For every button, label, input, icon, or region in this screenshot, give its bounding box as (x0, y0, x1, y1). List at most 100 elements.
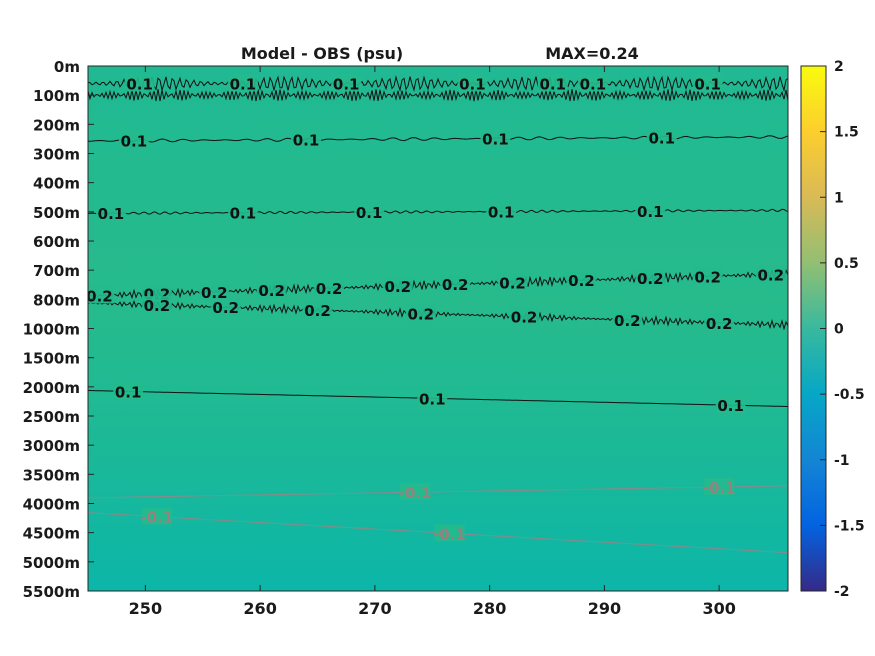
contour-line (88, 208, 788, 215)
contour-label: 0.1 (126, 76, 153, 94)
contour-label-bg (382, 277, 413, 295)
contour-label-bg (417, 389, 448, 407)
colorbar-tick-label: 1.5 (834, 125, 859, 141)
contour-label: 0.2 (637, 270, 664, 288)
contour-label-bg (434, 524, 465, 542)
contour-label-bg (124, 74, 155, 92)
contour-label-bg (704, 478, 735, 496)
contour-label: 0.2 (385, 278, 412, 296)
colorbar-tick-label: -0.5 (834, 387, 865, 403)
y-tick-label: 1000m (23, 321, 80, 339)
contour-label: 0.2 (304, 302, 331, 320)
contour-label: -0.1 (703, 479, 736, 497)
contour-label-bg (692, 74, 723, 92)
y-tick-label: 4500m (23, 525, 80, 543)
x-tick-label: 290 (588, 599, 621, 618)
contour-label: 0.1 (230, 205, 257, 223)
contour-label: 0.2 (706, 315, 733, 333)
contour-line (88, 75, 788, 93)
contour-label-bg (704, 313, 735, 331)
contour-label-bg (256, 280, 287, 298)
y-tick-label: 300m (33, 146, 80, 164)
contour-label: 0.2 (694, 268, 721, 286)
contour-label-bg (457, 74, 488, 92)
contour-label: 0.1 (121, 133, 148, 151)
contour-label: 0.1 (580, 76, 607, 94)
y-tick-label: 2000m (23, 379, 80, 397)
contour-label: 0.1 (115, 383, 142, 401)
colorbar-tick-label: -1 (834, 453, 850, 469)
contour-label: 0.2 (614, 312, 641, 330)
x-axis: 250 260 270 280 290 300 (129, 66, 736, 618)
contour-label: 0.2 (258, 282, 285, 300)
colorbar-tick-label: 0.5 (834, 256, 859, 272)
contour-label: 0.1 (482, 131, 509, 149)
contour-label-bg (692, 267, 723, 285)
contour-label-bg (291, 130, 322, 148)
contour-labels: 0.1 0.1 0.1 0.1 0.1 0.1 0.1 0.1 0.1 0.1 0.1 0.1 0.1 0… (88, 74, 786, 543)
contour-label: 0.1 (637, 203, 664, 221)
y-tick-label: 4000m (23, 496, 80, 514)
colorbar-tick-label: -2 (834, 584, 850, 600)
chart-title: Model - OBS (psu) (241, 44, 403, 63)
contour-label: 0.2 (511, 309, 538, 327)
colorbar-tick-label: -1.5 (834, 518, 865, 534)
contour-label: 0.1 (539, 76, 566, 94)
y-tick-label: 2500m (23, 408, 80, 426)
contour-label-bg (302, 301, 333, 319)
contour-label: 0.1 (333, 76, 360, 94)
contour-label: 0.2 (499, 274, 526, 292)
x-tick-label: 260 (243, 599, 276, 618)
contour-label-bg (509, 307, 540, 325)
contour-label: 0.2 (212, 299, 239, 317)
contour-label-bg (480, 129, 511, 147)
contour-label: 0.1 (694, 76, 721, 94)
contour-label-bg (715, 396, 746, 414)
contour-label-bg (141, 507, 172, 525)
contour-label-bg (141, 296, 172, 314)
contour-label: 0.1 (98, 205, 125, 223)
contour-label-bg (405, 304, 436, 322)
contour-label-bg (577, 74, 608, 92)
y-tick-label: 800m (33, 291, 80, 309)
contour-label: 0.1 (230, 76, 257, 94)
contour-label-bg (537, 74, 568, 92)
contour-label: 0.1 (648, 130, 675, 148)
x-tick-label: 270 (358, 599, 391, 618)
contour-label: 0.1 (459, 76, 486, 94)
contour-label: 0.1 (356, 204, 383, 222)
contour-label: 0.1 (419, 390, 446, 408)
y-tick-label: 700m (33, 262, 80, 280)
contour-line (88, 299, 788, 331)
contour-label: 0.2 (757, 266, 784, 284)
contour-label-bg (354, 203, 385, 221)
x-tick-label: 280 (473, 599, 506, 618)
contour-label-bg (113, 382, 144, 400)
y-tick-label: 5500m (23, 583, 80, 601)
contour-label: -0.1 (399, 484, 432, 502)
contour-line-band (88, 89, 788, 102)
contour-label-bg (486, 202, 517, 220)
y-tick-label: 5000m (23, 554, 80, 572)
contour-label: 0.1 (293, 132, 320, 150)
contour-label-bg (313, 279, 344, 297)
y-tick-label: 3500m (23, 466, 80, 484)
contour-label-bg (88, 286, 115, 304)
y-tick-label: 600m (33, 233, 80, 251)
contour-label: 0.2 (568, 272, 595, 290)
y-tick-label: 100m (33, 87, 80, 105)
contour-label: 0.2 (407, 305, 434, 323)
contour-label: 0.1 (488, 204, 515, 222)
contour-label-bg (95, 204, 126, 222)
contour-label-bg (646, 128, 677, 146)
contour-label-bg (497, 273, 528, 291)
contour-label: 0.2 (442, 276, 469, 294)
colorbar-tick-label: 1 (834, 190, 844, 206)
colorbar-tick-label: 2 (834, 59, 844, 75)
contour-label-bg (566, 271, 597, 289)
contour-label-bg (227, 74, 258, 92)
contour-label-bg (331, 74, 362, 92)
y-tick-label: 3000m (23, 437, 80, 455)
contour-label: 0.1 (717, 397, 744, 415)
